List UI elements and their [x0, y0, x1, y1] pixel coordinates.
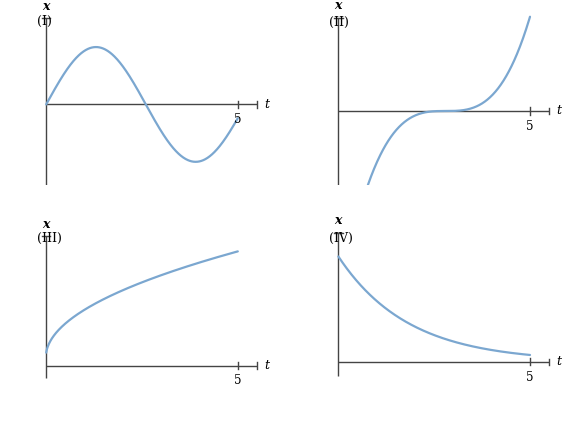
Text: 5: 5 — [526, 370, 533, 384]
Text: 5: 5 — [526, 120, 533, 133]
Text: x: x — [42, 218, 50, 231]
Text: x: x — [335, 214, 342, 227]
Text: (III): (III) — [37, 232, 62, 245]
Text: (IV): (IV) — [329, 232, 353, 245]
Text: 5: 5 — [234, 113, 242, 126]
Text: x: x — [42, 0, 50, 13]
Text: 5: 5 — [234, 374, 242, 387]
Text: t: t — [556, 355, 561, 368]
Text: (I): (I) — [37, 16, 52, 28]
Text: t: t — [264, 98, 269, 111]
Text: x: x — [335, 0, 342, 12]
Text: t: t — [556, 104, 561, 117]
Text: t: t — [264, 359, 269, 372]
Text: (II): (II) — [329, 16, 349, 29]
